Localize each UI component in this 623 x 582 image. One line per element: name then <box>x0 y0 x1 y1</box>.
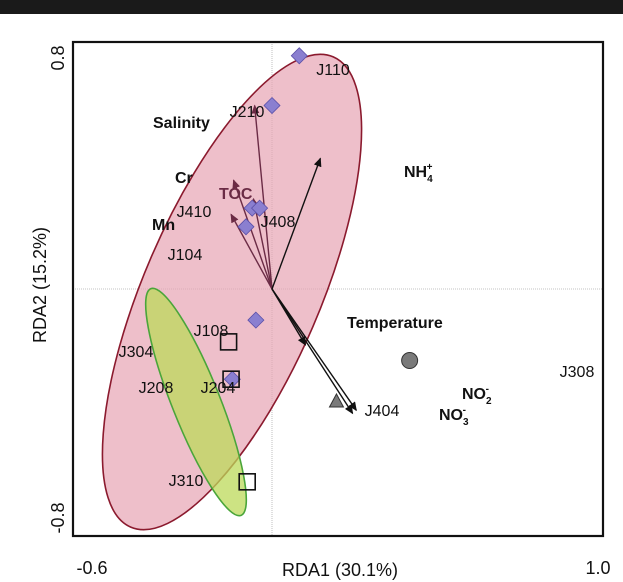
vector-salinity <box>251 104 273 290</box>
environmental-vectors <box>230 104 357 415</box>
vector-no3 <box>271 288 354 415</box>
site-marker-j304 <box>219 333 238 351</box>
site-label-j308: J308 <box>560 364 595 381</box>
vector-label-no2: NO2- <box>462 384 492 407</box>
vector-nh4 <box>271 157 322 290</box>
x-tick-max: 1.0 <box>585 558 610 578</box>
vector-label-cr: Cr <box>175 170 193 187</box>
site-label-j410: J410 <box>177 204 212 221</box>
site-marker-j110 <box>290 47 308 65</box>
vector-toc <box>251 197 273 290</box>
site-marker-j208 <box>222 370 240 388</box>
vector-label-nh4: NH4+ <box>404 162 433 185</box>
site-label-j310: J310 <box>169 473 204 490</box>
site-marker-j408 <box>251 199 269 217</box>
vector-label-no3: NO3- <box>439 405 469 428</box>
plot-frame <box>71 40 605 538</box>
y-tick-max: 0.8 <box>48 45 68 70</box>
site-label-j210: J210 <box>230 104 265 121</box>
vector-no2 <box>271 288 357 412</box>
labels: Salinity Cr Mn TOC NH4+ Temperature NO2-NO3- J1… <box>119 62 595 490</box>
site-label-j108: J108 <box>194 323 229 340</box>
site-marker-j108 <box>247 311 265 329</box>
y-tick-min: -0.8 <box>48 502 68 533</box>
site-marker-j308 <box>401 352 419 370</box>
x-tick-min: -0.6 <box>76 558 107 578</box>
vector-label-toc: TOC <box>219 186 253 203</box>
site-label-j304: J304 <box>119 344 154 361</box>
site-label-j104: J104 <box>168 247 203 264</box>
site-label-j110: J110 <box>316 62 350 79</box>
site-label-j404: J404 <box>365 403 400 420</box>
y-axis-title: RDA2 (15.2%) <box>30 227 50 343</box>
vector-cr <box>232 179 273 290</box>
vector-label-mn: Mn <box>152 217 175 234</box>
site-marker-j404 <box>328 392 345 408</box>
x-axis-title: RDA1 (30.1%) <box>282 560 398 580</box>
site-label-j208: J208 <box>139 380 174 397</box>
site-marker-j210 <box>263 96 281 115</box>
square-group-ellipse <box>144 287 248 517</box>
diamond-group-ellipse <box>101 53 363 531</box>
site-points <box>219 47 419 491</box>
site-label-j408: J408 <box>261 214 296 231</box>
site-marker-j104 <box>237 218 255 236</box>
vector-label-temperature: Temperature <box>347 315 443 332</box>
vector-label-salinity: Salinity <box>153 115 210 132</box>
site-marker-j310 <box>238 473 256 491</box>
site-label-j204: J204 <box>201 380 236 397</box>
header-bar <box>0 0 623 14</box>
